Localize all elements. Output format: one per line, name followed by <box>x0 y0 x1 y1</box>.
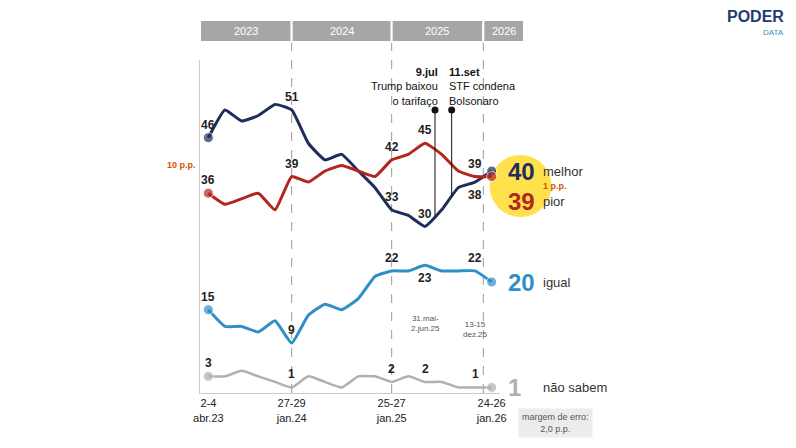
svg-text:22: 22 <box>468 251 482 265</box>
svg-text:46: 46 <box>201 118 215 132</box>
svg-text:2026: 2026 <box>492 25 516 37</box>
svg-text:2023: 2023 <box>234 25 258 37</box>
svg-text:PODER: PODER <box>727 8 784 25</box>
svg-text:33: 33 <box>385 190 399 204</box>
svg-text:39: 39 <box>468 157 482 171</box>
svg-text:13-15dez.25: 13-15dez.25 <box>463 320 488 339</box>
svg-text:22: 22 <box>385 251 399 265</box>
svg-text:margem de erro:2,0 p.p.: margem de erro:2,0 p.p. <box>522 412 589 434</box>
svg-text:38: 38 <box>468 188 482 202</box>
svg-text:11.setSTF condenaBolsonaro: 11.setSTF condenaBolsonaro <box>449 66 516 107</box>
svg-text:melhor: melhor <box>543 164 583 179</box>
svg-text:não sabem: não sabem <box>543 380 607 395</box>
svg-text:51: 51 <box>285 90 299 104</box>
svg-text:36: 36 <box>201 173 215 187</box>
svg-text:1: 1 <box>508 374 521 401</box>
svg-text:45: 45 <box>418 123 432 137</box>
svg-text:23: 23 <box>418 271 432 285</box>
svg-text:9.julTrump baixouo tarifaço: 9.julTrump baixouo tarifaço <box>371 66 438 107</box>
svg-text:20: 20 <box>508 269 535 296</box>
svg-text:igual: igual <box>543 275 571 290</box>
svg-text:24-26jan.26: 24-26jan.26 <box>476 397 507 423</box>
svg-text:9: 9 <box>288 323 295 337</box>
svg-text:3: 3 <box>205 356 212 370</box>
svg-text:pior: pior <box>543 194 565 209</box>
svg-text:2: 2 <box>422 362 429 376</box>
svg-text:DATA: DATA <box>763 28 784 37</box>
svg-text:42: 42 <box>385 140 399 154</box>
svg-text:2: 2 <box>388 362 395 376</box>
svg-text:2025: 2025 <box>425 25 449 37</box>
svg-text:1: 1 <box>288 367 295 381</box>
svg-text:2-4abr.23: 2-4abr.23 <box>193 397 224 423</box>
svg-text:25-27jan.25: 25-27jan.25 <box>376 397 407 423</box>
svg-text:10 p.p.: 10 p.p. <box>167 160 196 170</box>
svg-text:40: 40 <box>508 158 535 185</box>
svg-text:30: 30 <box>418 207 432 221</box>
svg-text:1: 1 <box>472 367 479 381</box>
svg-text:15: 15 <box>201 290 215 304</box>
svg-text:39: 39 <box>285 157 299 171</box>
svg-text:27-29jan.24: 27-29jan.24 <box>276 397 307 423</box>
svg-text:2024: 2024 <box>330 25 354 37</box>
svg-text:1 p.p.: 1 p.p. <box>543 181 567 191</box>
svg-text:39: 39 <box>508 188 535 215</box>
svg-text:31.mai-2.jun.25: 31.mai-2.jun.25 <box>411 314 440 333</box>
